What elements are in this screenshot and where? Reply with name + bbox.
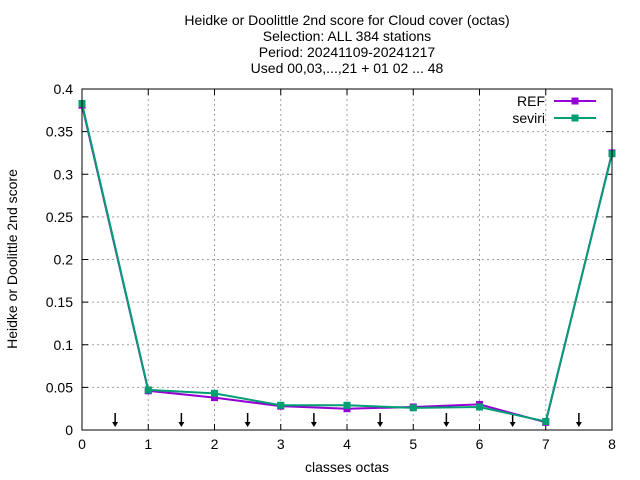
- arrow-marker: [244, 413, 251, 427]
- grid: [82, 89, 612, 430]
- y-tick-label: 0.35: [46, 124, 73, 140]
- data-point-seviri: [476, 403, 483, 411]
- data-point-REF: [211, 394, 218, 402]
- x-tick-label: 5: [409, 436, 417, 452]
- plot-frame: [81, 88, 613, 431]
- x-tick-label: 6: [476, 436, 484, 452]
- legend-label: REF: [517, 93, 545, 109]
- y-tick-label: 0.1: [54, 337, 74, 353]
- legend-label: seviri: [512, 110, 545, 126]
- legend-swatch-marker: [571, 114, 579, 122]
- x-tick-label: 2: [211, 436, 219, 452]
- x-axis-label: classes octas: [305, 459, 389, 475]
- data-point-seviri: [409, 404, 417, 412]
- y-tick-label: 0.15: [46, 294, 73, 310]
- series-line-seviri: [81, 103, 613, 423]
- series-lines: [78, 99, 616, 426]
- arrow-marker: [443, 413, 450, 427]
- arrow-marker: [575, 413, 582, 427]
- chart-title-line-4: Used 00,03,...,21 + 01 02 ... 48: [251, 60, 444, 76]
- data-point-seviri: [144, 386, 152, 394]
- arrow-marker: [178, 413, 185, 427]
- legend-swatch-marker: [571, 97, 579, 105]
- y-tick-label: 0.2: [54, 252, 74, 268]
- chart-title: Heidke or Doolittle 2nd score for Cloud …: [184, 12, 509, 76]
- x-tick-label: 3: [277, 436, 285, 452]
- data-point-seviri: [343, 401, 351, 409]
- y-tick-label: 0.05: [46, 379, 73, 395]
- y-tick-label: 0.3: [54, 166, 74, 182]
- y-tick-label: 0.4: [54, 81, 74, 97]
- arrow-marker: [377, 413, 384, 427]
- data-point-seviri: [542, 417, 550, 425]
- arrow-markers: [112, 413, 582, 427]
- x-tick-label: 4: [343, 436, 351, 452]
- y-tick-label: 0: [65, 422, 73, 438]
- data-point-seviri: [277, 401, 285, 409]
- y-tick-label: 0.25: [46, 209, 73, 225]
- arrow-marker: [112, 413, 119, 427]
- arrow-marker: [310, 413, 317, 427]
- x-tick-label: 1: [144, 436, 152, 452]
- y-axis-label: Heidke or Doolittle 2nd score: [4, 169, 20, 349]
- y-axis-ticks: 0 0.05 0.1 0.15 0.2 0.25 0.3 0.35 0.4: [46, 81, 612, 438]
- chart-title-line-2: Selection: ALL 384 stations: [263, 28, 431, 44]
- chart-title-line-1: Heidke or Doolittle 2nd score for Cloud …: [184, 12, 509, 28]
- data-point-seviri: [211, 389, 218, 397]
- x-tick-label: 7: [542, 436, 550, 452]
- x-tick-label: 8: [608, 436, 616, 452]
- x-tick-label: 0: [78, 436, 86, 452]
- chart-title-line-3: Period: 20241109-20241217: [259, 44, 436, 60]
